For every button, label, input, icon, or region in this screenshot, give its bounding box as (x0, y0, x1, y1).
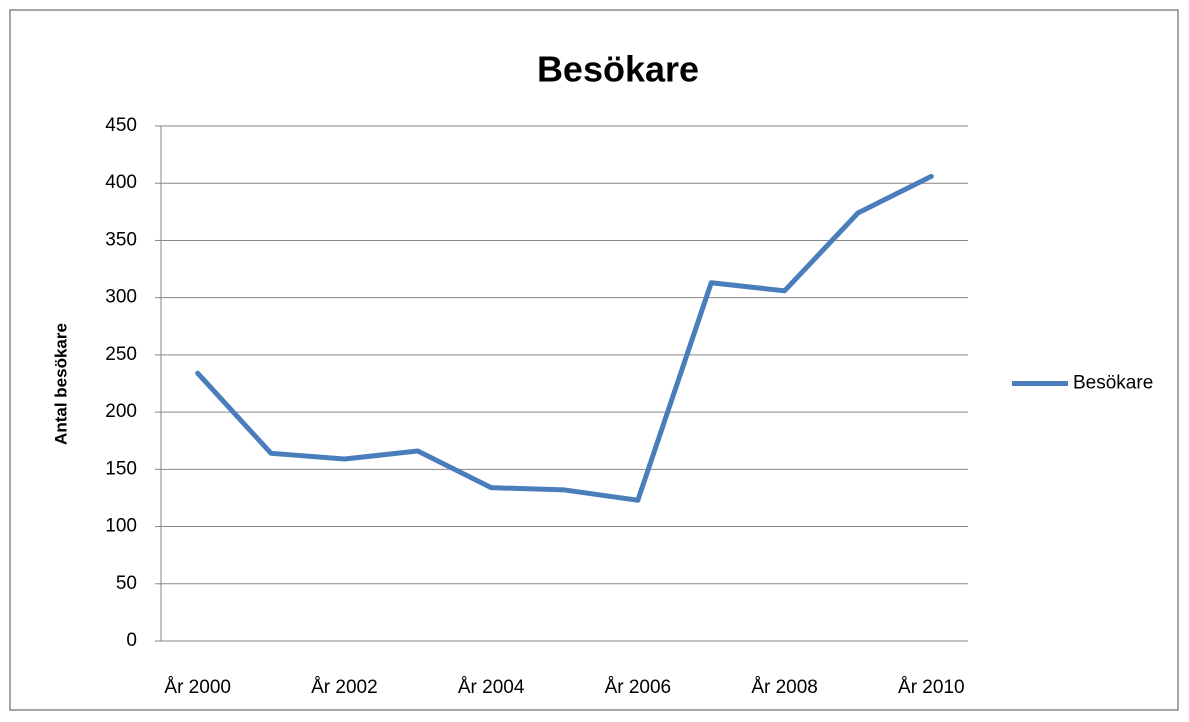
legend-label: Besökare (1073, 373, 1153, 394)
chart-title: Besökare (537, 49, 699, 90)
y-axis-label: Antal besökare (51, 323, 70, 445)
chart-border (9, 9, 1179, 711)
y-tick-label: 0 (126, 630, 137, 651)
y-tick-label: 200 (105, 401, 137, 422)
y-tick-label: 100 (105, 516, 137, 537)
x-tick-label: År 2000 (164, 677, 231, 698)
y-tick-label: 400 (105, 172, 137, 193)
y-tick-label: 250 (105, 344, 137, 365)
x-tick-label: År 2010 (898, 677, 965, 698)
x-tick-label: År 2008 (751, 677, 818, 698)
y-tick-label: 50 (116, 573, 137, 594)
y-tick-label: 300 (105, 287, 137, 308)
y-tick-label: 350 (105, 229, 137, 250)
data-line (195, 173, 934, 503)
y-tick-label: 450 (105, 115, 137, 136)
y-tick-label: 150 (105, 458, 137, 479)
x-tick-label: År 2004 (458, 677, 525, 698)
x-tick-label: År 2002 (311, 677, 378, 698)
x-tick-label: År 2006 (605, 677, 672, 698)
